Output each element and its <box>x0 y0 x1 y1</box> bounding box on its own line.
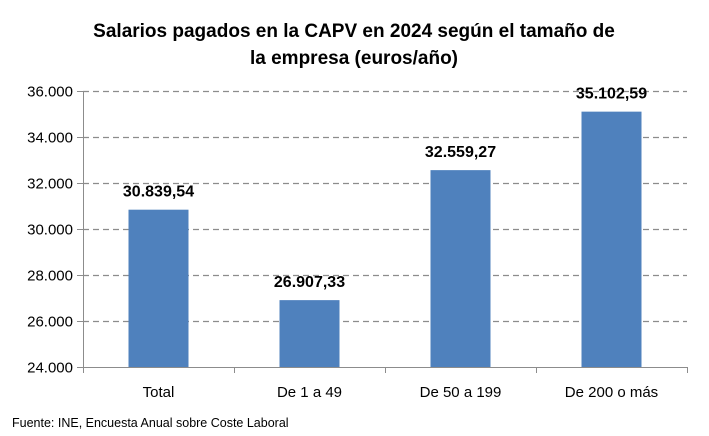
x-category-label: De 1 a 49 <box>277 384 342 401</box>
bar-value-label: 32.559,27 <box>425 144 496 161</box>
data-labels: 30.839,54 26.907,33 32.559,27 35.102,59 <box>123 86 647 291</box>
chart-title: Salarios pagados en la CAPV en 2024 segú… <box>93 21 615 69</box>
bars <box>128 111 642 367</box>
chart-title-line-2: la empresa (euros/año) <box>250 48 458 69</box>
bar <box>279 300 340 367</box>
x-category-label: Total <box>143 384 175 401</box>
bar <box>430 170 491 367</box>
source-note: Fuente: INE, Encuesta Anual sobre Coste … <box>12 416 289 430</box>
y-tick-label: 32.000 <box>27 176 73 193</box>
bar <box>128 209 189 367</box>
y-tick-label: 24.000 <box>27 360 73 377</box>
x-category-label: De 50 a 199 <box>420 384 502 401</box>
bar-value-label: 35.102,59 <box>576 86 647 103</box>
bar <box>581 111 642 367</box>
y-tick-labels: 24.000 26.000 28.000 30.000 32.000 34.000 36.0… <box>27 84 73 377</box>
axes <box>77 91 688 373</box>
bar-value-label: 26.907,33 <box>274 274 345 291</box>
y-tick-label: 34.000 <box>27 130 73 147</box>
y-tick-label: 26.000 <box>27 314 73 331</box>
x-category-label: De 200 o más <box>565 384 658 401</box>
bar-value-label: 30.839,54 <box>123 184 194 201</box>
y-tick-label: 28.000 <box>27 268 73 285</box>
x-category-labels: Total De 1 a 49 De 50 a 199 De 200 o más <box>143 384 659 401</box>
y-tick-label: 36.000 <box>27 84 73 101</box>
y-tick-label: 30.000 <box>27 222 73 239</box>
chart-title-line-1: Salarios pagados en la CAPV en 2024 segú… <box>93 21 615 42</box>
